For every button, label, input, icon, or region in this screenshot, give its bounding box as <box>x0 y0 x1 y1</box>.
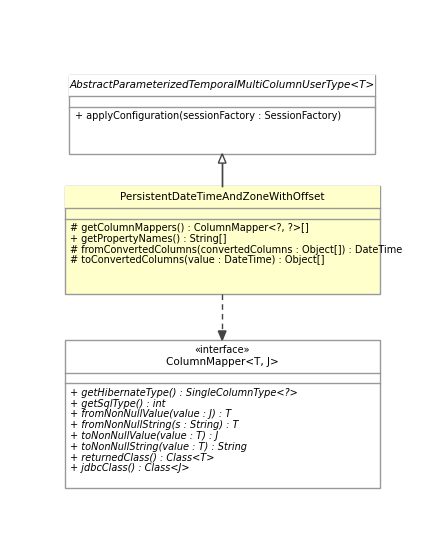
Text: AbstractParameterizedTemporalMultiColumnUserType<T>: AbstractParameterizedTemporalMultiColumn… <box>69 80 374 90</box>
Text: «interface»: «interface» <box>194 345 250 355</box>
Text: PersistentDateTimeAndZoneWithOffset: PersistentDateTimeAndZoneWithOffset <box>120 192 324 202</box>
Text: + getHibernateType() : SingleColumnType<?>: + getHibernateType() : SingleColumnType<… <box>70 388 297 398</box>
Text: + applyConfiguration(sessionFactory : SessionFactory): + applyConfiguration(sessionFactory : Se… <box>75 111 340 121</box>
Bar <box>69 75 374 154</box>
Text: + jdbcClass() : Class<J>: + jdbcClass() : Class<J> <box>70 463 189 473</box>
Text: # getColumnMappers() : ColumnMapper<?, ?>[]: # getColumnMappers() : ColumnMapper<?, ?… <box>70 223 308 233</box>
Text: + fromNonNullString(s : String) : T: + fromNonNullString(s : String) : T <box>70 421 238 430</box>
Text: + fromNonNullValue(value : J) : T: + fromNonNullValue(value : J) : T <box>70 409 231 419</box>
Bar <box>65 186 379 208</box>
Text: + toNonNullValue(value : T) : J: + toNonNullValue(value : T) : J <box>70 431 218 441</box>
Bar <box>65 186 379 294</box>
Polygon shape <box>218 331 226 340</box>
Text: ColumnMapper<T, J>: ColumnMapper<T, J> <box>165 357 278 367</box>
Polygon shape <box>218 154 226 163</box>
Text: + returnedClass() : Class<T>: + returnedClass() : Class<T> <box>70 453 214 463</box>
Text: + getPropertyNames() : String[]: + getPropertyNames() : String[] <box>70 234 226 244</box>
Bar <box>65 340 379 488</box>
Text: + getSqlType() : int: + getSqlType() : int <box>70 399 165 409</box>
Bar <box>69 75 374 96</box>
Text: # fromConvertedColumns(convertedColumns : Object[]) : DateTime: # fromConvertedColumns(convertedColumns … <box>70 245 401 255</box>
Text: # toConvertedColumns(value : DateTime) : Object[]: # toConvertedColumns(value : DateTime) :… <box>70 256 324 266</box>
Text: + toNonNullString(value : T) : String: + toNonNullString(value : T) : String <box>70 442 247 452</box>
